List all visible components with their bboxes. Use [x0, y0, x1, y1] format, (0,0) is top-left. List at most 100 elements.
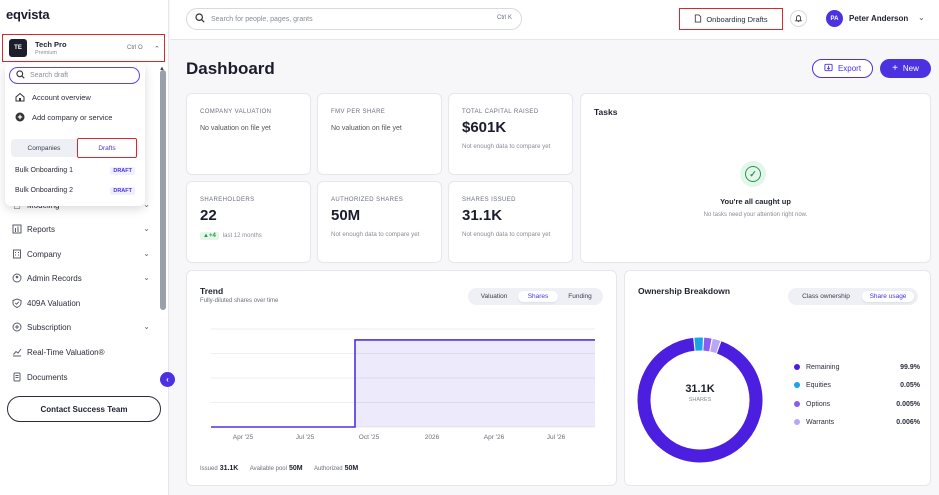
tab-funding[interactable]: Funding: [568, 293, 592, 300]
account-overview-item[interactable]: Account overview: [15, 92, 91, 102]
user-name[interactable]: Peter Anderson: [849, 14, 909, 23]
chevron-down-icon[interactable]: ⌄: [918, 13, 925, 22]
shield-icon: [12, 298, 22, 308]
sidebar-item-409a-valuation[interactable]: 409A Valuation: [12, 296, 152, 310]
documents-icon: [12, 372, 22, 382]
chart-line-icon: [12, 347, 22, 357]
export-label: Export: [837, 64, 862, 73]
chevron-down-icon: ⌄: [143, 273, 150, 282]
legend-name: Equities: [806, 382, 831, 389]
chevron-left-icon: ‹: [166, 375, 169, 384]
tab-companies[interactable]: Companies: [27, 144, 61, 152]
search-icon: [16, 70, 25, 81]
donut-slice: [710, 338, 721, 354]
legend-item: Options 0.005%: [794, 401, 920, 408]
bell-icon: [794, 15, 803, 23]
ownership-card: Ownership Breakdown Class ownership Shar…: [624, 270, 931, 486]
list-item[interactable]: Bulk Onboarding 1 DRAFT: [15, 167, 137, 175]
stat-label: SHARES ISSUED: [462, 197, 516, 203]
stat-value: $601K: [462, 119, 507, 136]
legend-name: Remaining: [806, 364, 840, 371]
stat-card-authorized-shares: AUTHORIZED SHARES 50M Not enough data to…: [317, 181, 442, 263]
sidebar-item-company[interactable]: Company ⌄: [12, 247, 152, 261]
legend-item: Remaining 99.9%: [794, 364, 920, 371]
onboarding-drafts-button[interactable]: Onboarding Drafts: [679, 8, 783, 30]
list-item[interactable]: Bulk Onboarding 2 DRAFT: [15, 187, 137, 195]
tab-share-usage[interactable]: Share usage: [862, 291, 914, 302]
contact-success-team-button[interactable]: Contact Success Team: [7, 396, 161, 422]
add-company-item[interactable]: Add company or service: [15, 112, 112, 122]
x-tick-label: Oct '25: [359, 434, 380, 441]
stat-card-total-capital-raised: TOTAL CAPITAL RAISED $601K Not enough da…: [448, 93, 573, 175]
authorized-value: 50M: [344, 465, 359, 472]
legend-name: Warrants: [806, 419, 835, 426]
sidebar-item-subscription[interactable]: Subscription ⌄: [12, 320, 152, 334]
tasks-card: Tasks ✓ You're all caught up No tasks ne…: [580, 93, 931, 263]
donut-center-label: SHARES: [688, 397, 712, 403]
legend-pct: 0.05%: [900, 382, 920, 389]
collapse-sidebar-button[interactable]: ‹: [160, 372, 175, 387]
pool-label: Available pool: [249, 466, 287, 472]
search-icon: [195, 13, 205, 25]
pool-value: 50M: [288, 465, 303, 472]
chevron-down-icon: ⌄: [143, 224, 150, 233]
stat-subtext: Not enough data to compare yet: [462, 143, 551, 150]
trend-card: Trend Fully-diluted shares over time Val…: [186, 270, 617, 486]
app-logo[interactable]: eqvista: [6, 7, 50, 22]
legend-pct: 0.005%: [896, 401, 920, 408]
sidebar-item-real-time-valuation[interactable]: Real-Time Valuation®: [12, 345, 152, 359]
sidebar-item-label: Real-Time Valuation®: [27, 347, 105, 357]
legend-dot: [794, 401, 800, 407]
legend-item: Warrants 0.006%: [794, 419, 920, 426]
stat-label: AUTHORIZED SHARES: [331, 197, 404, 203]
plus-icon: +: [892, 63, 898, 74]
org-switcher[interactable]: TE Tech Pro Premium Ctrl O ⌃: [2, 34, 165, 62]
document-icon: [694, 13, 702, 25]
ownership-donut: [637, 337, 763, 463]
tab-shares[interactable]: Shares: [518, 291, 558, 302]
add-company-label: Add company or service: [32, 112, 113, 122]
legend-dot: [794, 364, 800, 370]
stat-subtext: Not enough data to compare yet: [462, 231, 551, 238]
notifications-button[interactable]: [790, 10, 807, 27]
search-shortcut: Ctrl K: [497, 15, 512, 21]
legend-dot: [794, 382, 800, 388]
sidebar-scrollbar[interactable]: [160, 70, 166, 310]
sidebar-item-documents[interactable]: Documents: [12, 370, 152, 384]
stat-label: FMV PER SHARE: [331, 109, 386, 115]
user-avatar[interactable]: PA: [826, 10, 843, 27]
sidebar-item-admin-records[interactable]: Admin Records ⌄: [12, 271, 152, 285]
x-tick-label: Jul '26: [547, 434, 566, 441]
trend-chart: Apr '25 Jul '25 Oct '25 2026 Apr '26 Jul '26: [211, 328, 595, 441]
org-dropdown: Search draft Account overview Add compan…: [5, 63, 145, 206]
subscription-icon: [12, 322, 22, 332]
scroll-up-icon[interactable]: ▲: [159, 66, 165, 72]
new-button[interactable]: + New: [880, 59, 931, 78]
x-tick-label: Jul '25: [296, 434, 315, 441]
onboarding-drafts-label: Onboarding Drafts: [706, 14, 768, 24]
tab-class-ownership[interactable]: Class ownership: [802, 293, 850, 300]
stat-label: COMPANY VALUATION: [200, 109, 272, 115]
org-name: Tech Pro: [35, 40, 67, 49]
global-search-input[interactable]: Search for people, pages, grants Ctrl K: [186, 8, 522, 30]
export-button[interactable]: Export: [812, 59, 873, 78]
donut-slice: [637, 337, 763, 463]
account-overview-label: Account overview: [32, 92, 91, 102]
donut-center-value: 31.1K: [685, 383, 715, 395]
tab-valuation[interactable]: Valuation: [480, 293, 508, 300]
stat-label: TOTAL CAPITAL RAISED: [462, 109, 539, 115]
issued-label: Issued: [200, 466, 218, 472]
sidebar-item-reports[interactable]: Reports ⌄: [12, 222, 152, 236]
export-icon: [824, 63, 833, 74]
chevron-down-icon: ⌄: [143, 249, 150, 258]
trend-footer: Issued 31.1K Available pool 50M Authorized…: [200, 465, 368, 472]
trend-area: [211, 339, 595, 427]
trend-title: Trend: [200, 286, 224, 296]
ownership-title: Ownership Breakdown: [638, 286, 731, 296]
draft-search-input[interactable]: Search draft: [9, 67, 140, 84]
stat-subtext: Not enough data to compare yet: [331, 231, 420, 238]
tab-drafts[interactable]: Drafts: [77, 138, 137, 158]
authorized-label: Authorized: [313, 466, 343, 472]
trend-tabs: Valuation Shares Funding: [468, 288, 603, 305]
legend-name: Options: [806, 401, 831, 408]
